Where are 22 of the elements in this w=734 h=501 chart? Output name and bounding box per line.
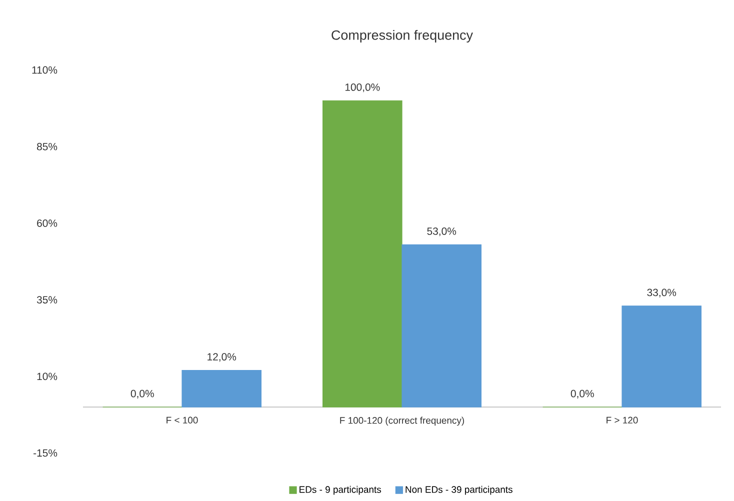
y-tick-label: -15%	[34, 449, 58, 457]
x-tick-label: F < 100	[166, 416, 198, 424]
x-tick-label: F > 120	[606, 416, 638, 424]
data-label: 0,0%	[130, 390, 154, 399]
chart-title: Compression frequency	[332, 30, 473, 43]
y-tick-label: 60%	[37, 220, 58, 227]
y-tick-label: 110%	[32, 66, 58, 74]
data-label: 0,0%	[570, 390, 594, 399]
legend-label: EDs - 9 participants	[300, 486, 382, 495]
y-tick-label: 85%	[36, 142, 58, 150]
data-label: 12,0%	[208, 353, 236, 362]
data-label: 33,0%	[647, 288, 676, 298]
y-tick-label: 35%	[36, 296, 58, 304]
data-label: 100,0%	[345, 83, 380, 92]
data-label: 53,0%	[427, 227, 456, 236]
bar	[622, 306, 702, 408]
x-tick-label: F 100-120 (correct frequency)	[340, 416, 464, 426]
legend-label: Non EDs - 39 participants	[406, 486, 512, 495]
bar	[402, 244, 482, 408]
bar	[182, 370, 262, 408]
bar	[322, 100, 402, 408]
y-tick-label: 10%	[37, 372, 58, 380]
